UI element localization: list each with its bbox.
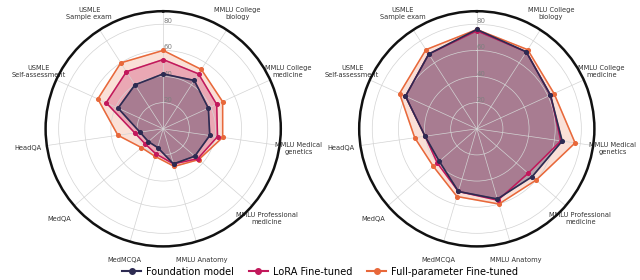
Point: [136, 145, 147, 150]
Point: [158, 72, 168, 76]
Point: [113, 106, 123, 110]
Point: [218, 99, 228, 104]
Point: [523, 171, 533, 176]
Point: [116, 60, 126, 65]
Point: [143, 139, 154, 144]
Point: [130, 131, 140, 135]
Point: [212, 102, 222, 107]
Point: [135, 130, 145, 134]
Polygon shape: [118, 74, 210, 164]
Point: [113, 133, 123, 137]
Point: [522, 47, 532, 52]
Point: [472, 27, 482, 32]
Point: [205, 133, 215, 138]
Polygon shape: [406, 29, 562, 199]
Polygon shape: [399, 29, 575, 204]
Legend: Foundation model, LoRA Fine-tuned, Full-parameter Fine-tuned: Foundation model, LoRA Fine-tuned, Full-…: [118, 263, 522, 280]
Point: [189, 78, 200, 83]
Point: [212, 134, 223, 139]
Point: [432, 161, 442, 165]
Point: [169, 164, 179, 169]
Point: [570, 141, 580, 145]
Point: [521, 50, 531, 54]
Point: [527, 174, 537, 179]
Polygon shape: [106, 60, 218, 164]
Point: [122, 69, 132, 74]
Point: [453, 189, 463, 194]
Point: [521, 50, 531, 54]
Point: [434, 159, 444, 164]
Point: [493, 198, 503, 202]
Point: [196, 67, 207, 72]
Polygon shape: [406, 31, 561, 200]
Point: [189, 154, 200, 158]
Point: [193, 72, 204, 76]
Point: [101, 101, 111, 105]
Point: [168, 162, 179, 166]
Point: [394, 91, 404, 96]
Point: [421, 47, 431, 52]
Point: [453, 189, 463, 194]
Polygon shape: [98, 50, 223, 166]
Point: [472, 29, 482, 33]
Point: [401, 94, 411, 99]
Point: [556, 139, 566, 143]
Point: [452, 194, 462, 199]
Point: [420, 134, 430, 139]
Point: [420, 134, 430, 139]
Point: [472, 27, 482, 32]
Point: [424, 52, 434, 56]
Point: [531, 178, 541, 182]
Point: [401, 94, 411, 99]
Point: [150, 152, 161, 156]
Point: [204, 106, 214, 110]
Point: [494, 202, 504, 206]
Point: [218, 135, 228, 140]
Point: [140, 142, 150, 146]
Point: [168, 162, 179, 166]
Point: [150, 154, 160, 159]
Point: [130, 83, 140, 87]
Point: [424, 52, 434, 56]
Point: [545, 93, 556, 97]
Point: [152, 145, 163, 150]
Point: [158, 57, 168, 62]
Point: [410, 136, 420, 140]
Point: [428, 164, 438, 169]
Point: [492, 197, 502, 201]
Point: [158, 48, 168, 53]
Point: [194, 157, 204, 162]
Point: [93, 97, 103, 101]
Point: [557, 139, 567, 143]
Point: [549, 91, 559, 96]
Point: [193, 157, 203, 161]
Point: [545, 93, 556, 97]
